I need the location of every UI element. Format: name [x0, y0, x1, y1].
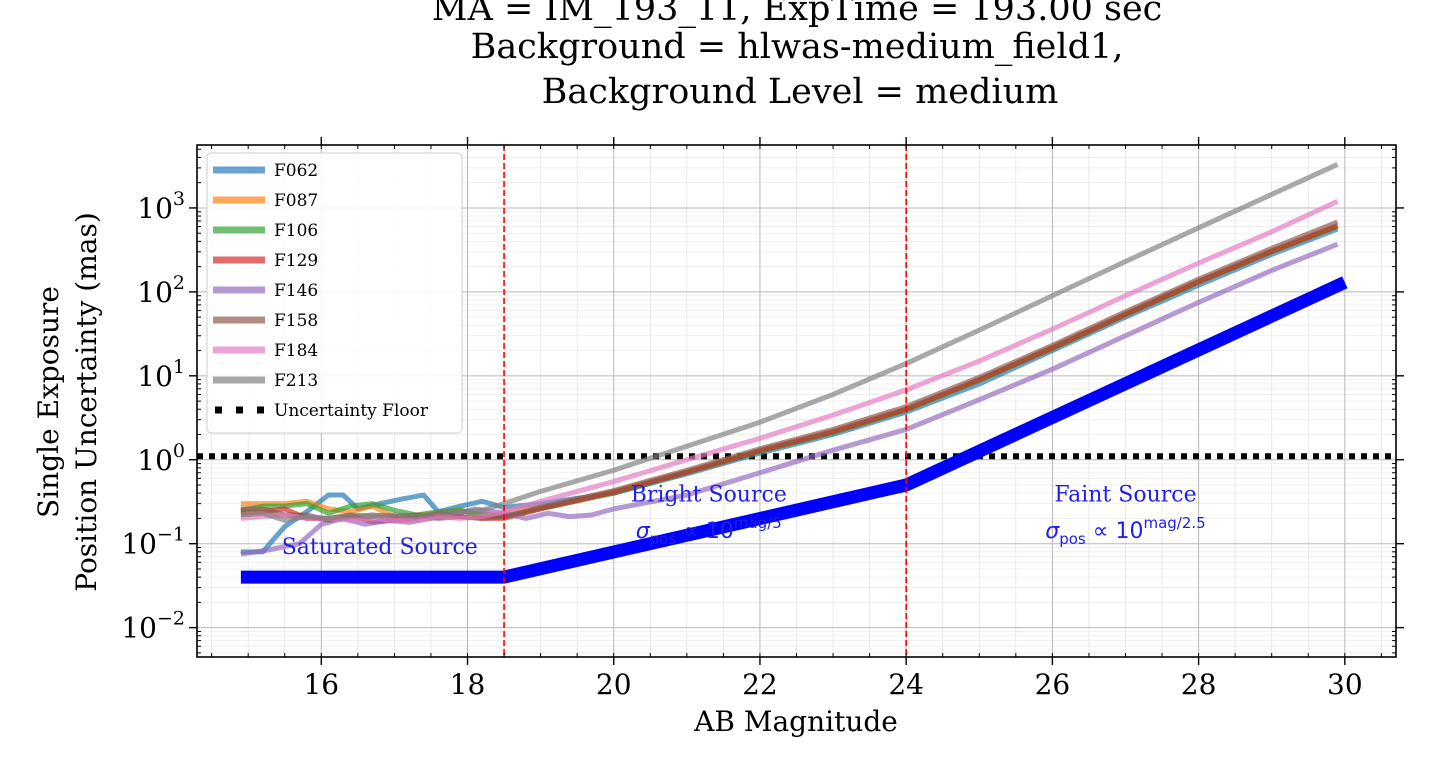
plot-area	[197, 145, 1396, 657]
x-axis-label: AB Magnitude	[693, 705, 898, 738]
y-axis-label-line-1: Single Exposure	[32, 286, 65, 518]
legend-label: F062	[274, 161, 318, 181]
title-line-3: Background Level = medium	[542, 72, 1059, 112]
region-label: Bright Source	[631, 483, 787, 508]
y-tick-base: 10	[137, 192, 173, 225]
y-tick-exponent: 1	[173, 356, 185, 378]
legend-label: F087	[274, 191, 318, 211]
formula-proportional: ∝ 10	[1086, 519, 1144, 544]
formula-exponent: mag/2.5	[1143, 514, 1205, 532]
formula-proportional: ∝ 10	[676, 519, 734, 544]
x-tick-label: 30	[1327, 668, 1363, 701]
y-tick-base: 10	[121, 528, 157, 561]
y-tick-exponent: 3	[173, 188, 185, 210]
x-tick-label: 16	[303, 668, 339, 701]
axes-frame	[196, 144, 1397, 658]
legend: F062 F087 F106 F129 F146 F158 F184 F213 Uncertai…	[206, 152, 463, 434]
legend-label: F158	[274, 311, 318, 331]
y-tick-base: 10	[121, 612, 157, 645]
y-tick-exponent: 2	[173, 272, 185, 294]
formula-subscript: pos	[1059, 530, 1086, 548]
x-tick-label: 26	[1035, 668, 1071, 701]
region-label: Faint Source	[1054, 483, 1196, 508]
annotations: Saturated Source Bright Source Faint Sourc…	[282, 483, 1206, 560]
series-line-f213	[240, 162, 1339, 523]
scaling-formula: σpos ∝ 10mag/5	[636, 514, 782, 548]
y-tick-label: 10−1	[121, 524, 185, 561]
legend-label: F213	[274, 371, 318, 391]
y-tick-label: 10−2	[121, 608, 185, 645]
x-tick-label: 22	[742, 668, 778, 701]
model-uncertainty-line	[240, 276, 1348, 584]
legend-label: F129	[274, 251, 318, 271]
formula-exponent: mag/5	[734, 514, 782, 532]
y-tick-label: 101	[137, 356, 185, 393]
y-tick-base: 10	[137, 276, 173, 309]
y-tick-exponent: −1	[157, 524, 185, 546]
x-tick-label: 20	[596, 668, 632, 701]
y-tick-label: 102	[137, 272, 185, 309]
region-label: Saturated Source	[282, 535, 478, 560]
y-tick-label: 103	[137, 188, 185, 225]
legend-label: F184	[274, 341, 318, 361]
formula-sigma: σ	[1045, 519, 1060, 544]
chart-title: MA = IM_193_11, ExpTime = 193.00 sec Bac…	[432, 0, 1163, 112]
formula-sigma: σ	[636, 519, 651, 544]
y-tick-base: 10	[137, 444, 173, 477]
y-tick-exponent: −2	[157, 608, 185, 630]
formula-subscript: pos	[650, 530, 677, 548]
title-line-1: MA = IM_193_11, ExpTime = 193.00 sec	[432, 0, 1163, 29]
x-tick-label: 24	[888, 668, 924, 701]
legend-label: F146	[274, 281, 318, 301]
x-tick-label: 28	[1181, 668, 1217, 701]
y-tick-base: 10	[137, 360, 173, 393]
y-axis-label-line-2: Position Uncertainty (mas)	[70, 212, 103, 592]
x-tick-label: 18	[450, 668, 486, 701]
legend-label: Uncertainty Floor	[274, 401, 429, 421]
legend-box	[206, 152, 463, 434]
scaling-formula: σpos ∝ 10mag/2.5	[1045, 514, 1205, 548]
title-line-2: Background = hlwas-medium_field1,	[471, 27, 1124, 67]
y-tick-label: 100	[137, 440, 185, 477]
legend-label: F106	[274, 221, 318, 241]
y-tick-exponent: 0	[173, 440, 185, 462]
